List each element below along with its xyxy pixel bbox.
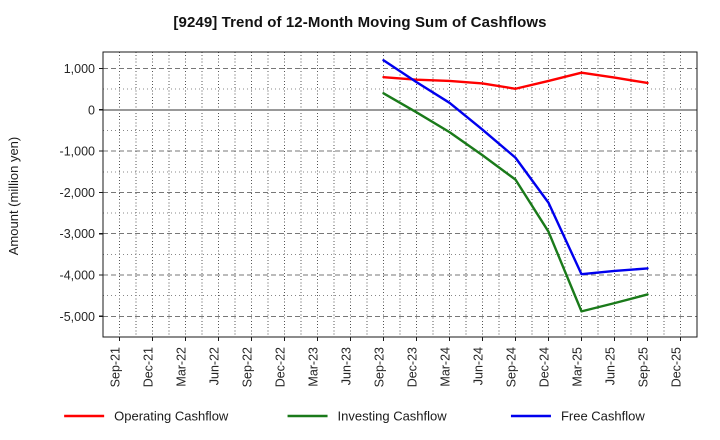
y-tick-label: 0 (88, 103, 95, 117)
y-tick-label: -5,000 (60, 310, 95, 324)
x-tick-label: Mar-22 (175, 347, 189, 387)
legend-item-investing-cashflow[interactable]: Investing Cashflow (287, 409, 448, 424)
series-line-free-cashflow (382, 59, 649, 276)
x-tick-label: Sep-24 (505, 347, 519, 387)
y-tick-labels: 1,000 0 -1,000 -2,000 -3,000 -4,000 -5,000 (60, 62, 103, 324)
x-tick-label: Sep-23 (373, 347, 387, 387)
x-tick-label: Jun-22 (208, 347, 222, 385)
legend-label: Operating Cashflow (114, 409, 229, 424)
x-tick-label: Mar-25 (571, 347, 585, 387)
plot-frame (102, 51, 698, 338)
grid-minor (103, 52, 697, 338)
series-lines (382, 59, 649, 313)
y-tick-label: -3,000 (60, 227, 95, 241)
x-tick-label: Sep-21 (109, 347, 123, 387)
x-tick-label: Dec-23 (406, 347, 420, 387)
chart-legend: Operating Cashflow Investing Cashflow Free… (64, 409, 645, 424)
y-tick-label: -4,000 (60, 269, 95, 283)
legend-item-free-cashflow[interactable]: Free Cashflow (510, 409, 645, 424)
series-line-operating-cashflow (382, 71, 649, 90)
x-tick-label: Dec-24 (538, 347, 552, 387)
x-tick-label: Sep-25 (637, 347, 651, 387)
legend-label: Investing Cashflow (338, 409, 448, 424)
x-tick-label: Jun-25 (604, 347, 618, 385)
x-tick-label: Dec-22 (274, 347, 288, 387)
y-tick-label: 1,000 (64, 62, 95, 76)
y-axis-title: Amount (million yen) (6, 137, 21, 256)
x-tick-label: Jun-23 (340, 347, 354, 385)
series-line-investing-cashflow (382, 92, 649, 313)
legend-label: Free Cashflow (561, 409, 645, 424)
y-axis-title-text: Amount (million yen) (6, 137, 21, 256)
y-tick-label: -2,000 (60, 186, 95, 200)
grid-major (103, 68, 697, 317)
chart-title: [9249] Trend of 12-Month Moving Sum of C… (173, 14, 547, 31)
x-tick-labels: Sep-21 Dec-21 Mar-22 Jun-22 Sep-22 Dec-22 Mar-… (109, 337, 684, 387)
legend-item-operating-cashflow[interactable]: Operating Cashflow (64, 409, 229, 424)
x-tick-label: Sep-22 (241, 347, 255, 387)
x-tick-label: Dec-25 (670, 347, 684, 387)
x-tick-label: Jun-24 (472, 347, 486, 385)
x-tick-label: Dec-21 (142, 347, 156, 387)
x-tick-label: Mar-23 (307, 347, 321, 387)
y-tick-label: -1,000 (60, 145, 95, 159)
x-tick-label: Mar-24 (439, 347, 453, 387)
